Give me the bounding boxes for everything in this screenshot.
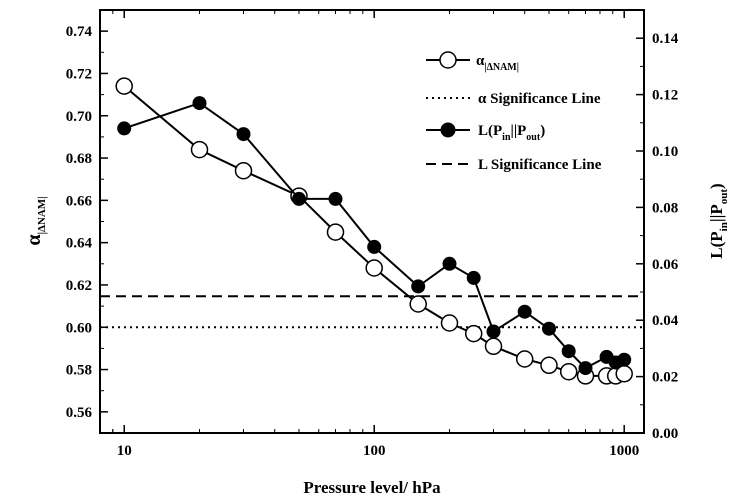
l-series-point: [192, 96, 207, 111]
alpha-series-point: [540, 356, 558, 375]
l-series-point: [578, 361, 593, 376]
series-layer: [115, 77, 633, 385]
legend-label-l-significance: L Significance Line: [478, 157, 602, 173]
left-y-tick-label: 0.60: [66, 320, 92, 336]
right-y-tick-label: 0.08: [652, 200, 678, 216]
l-series-point: [236, 127, 251, 142]
alpha-series-point: [440, 314, 459, 332]
right-y-tick-label: 0.04: [652, 313, 679, 329]
l-series-point: [367, 239, 382, 254]
legend-marker-alpha: [439, 51, 457, 69]
alpha-series-point: [515, 350, 534, 368]
alpha-series-point: [365, 259, 383, 277]
l-series-point: [561, 344, 576, 359]
x-axis-title: Pressure level/ hPa: [303, 478, 441, 497]
alpha-series-point: [484, 337, 503, 356]
legend-label-l: L(Pin||Pout): [478, 123, 545, 143]
x-tick-label: 10: [117, 443, 132, 459]
left-axis-title: α|ΔNAM|: [23, 196, 48, 245]
right-axis-title: L(Pin||Pout): [707, 183, 730, 258]
left-y-tick-label: 0.72: [66, 66, 92, 82]
axes-layer: 10 100 1000 0.56 0.58 0.60 0.62 0.64 0.66 0.68 0.7…: [66, 10, 679, 459]
right-y-tick-label: 0.06: [652, 257, 679, 273]
l-series-point: [117, 121, 132, 136]
left-y-tick-label: 0.66: [66, 193, 93, 209]
legend-marker-l: [440, 122, 456, 138]
right-y-tick-label: 0.00: [652, 426, 678, 442]
right-y-tick-label: 0.10: [652, 144, 678, 160]
l-series-point: [466, 270, 481, 285]
left-y-tick-label: 0.62: [66, 278, 92, 294]
reference-lines: [100, 295, 644, 329]
right-y-tick-label: 0.14: [652, 31, 679, 47]
left-y-tick-label: 0.68: [66, 151, 92, 167]
alpha-series-point: [190, 140, 209, 159]
x-tick-label: 100: [363, 443, 386, 459]
left-y-tick-label: 0.74: [66, 24, 93, 40]
right-y-tick-label: 0.12: [652, 88, 678, 104]
left-y-tick-label: 0.58: [66, 363, 92, 379]
l-series-point: [442, 256, 457, 271]
legend-label-alpha: α|ΔNAM|: [476, 53, 519, 73]
left-y-tick-label: 0.56: [66, 405, 93, 421]
l-series-point: [542, 321, 556, 336]
alpha-series-point: [464, 324, 483, 343]
right-y-tick-label: 0.02: [652, 370, 678, 386]
l-series-point: [517, 304, 532, 319]
l-series-point: [292, 191, 306, 206]
l-series-point: [328, 191, 343, 206]
alpha-series-point: [559, 362, 578, 381]
alpha-series-point: [409, 295, 427, 313]
alpha-series-point: [234, 161, 253, 180]
l-series-point: [617, 352, 632, 367]
left-y-tick-label: 0.64: [66, 236, 93, 252]
alpha-series-point: [326, 223, 345, 241]
x-tick-label: 1000: [609, 443, 639, 459]
legend: α|ΔNAM| α Significance Line L(Pin||Pout)…: [426, 51, 602, 173]
l-series-point: [411, 279, 426, 294]
alpha-series-point: [115, 77, 133, 95]
legend-label-alpha-significance: α Significance Line: [478, 91, 601, 107]
l-series-point: [486, 324, 501, 339]
left-y-tick-label: 0.70: [66, 109, 92, 125]
